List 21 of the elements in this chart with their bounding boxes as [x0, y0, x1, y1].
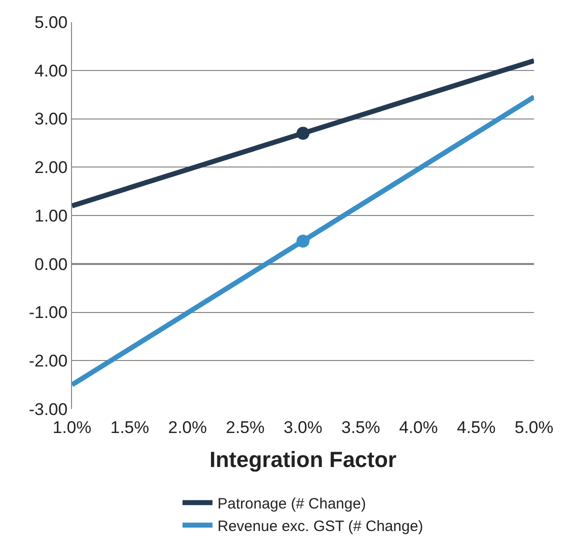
x-tick-label: 4.0% — [399, 418, 438, 437]
y-tick-label: -1.00 — [28, 303, 68, 322]
x-tick-label: 3.5% — [341, 418, 380, 437]
x-tick-label: 3.0% — [284, 418, 322, 437]
legend-label: Patronage (# Change) — [218, 496, 366, 512]
legend-label: Revenue exc. GST (# Change) — [218, 518, 424, 535]
y-tick-label: 1.00 — [34, 206, 68, 226]
y-tick-label: 4.00 — [34, 61, 68, 80]
y-tick-label: 0.00 — [34, 254, 68, 274]
y-tick-label: -3.00 — [28, 400, 68, 419]
y-tick-label: 2.00 — [34, 158, 68, 178]
x-tick-label: 1.5% — [110, 418, 150, 437]
y-tick-label: -2.00 — [28, 352, 68, 371]
x-axis-title: Integration Factor — [209, 446, 397, 472]
y-tick-label: 5.00 — [34, 12, 68, 32]
x-tick-label: 5.0% — [514, 418, 554, 437]
x-tick-label: 4.5% — [456, 418, 496, 437]
y-tick-label: 3.00 — [34, 110, 68, 129]
x-tick-label: 1.0% — [52, 418, 92, 437]
x-tick-label: 2.0% — [168, 418, 207, 437]
x-tick-label: 2.5% — [226, 418, 265, 437]
